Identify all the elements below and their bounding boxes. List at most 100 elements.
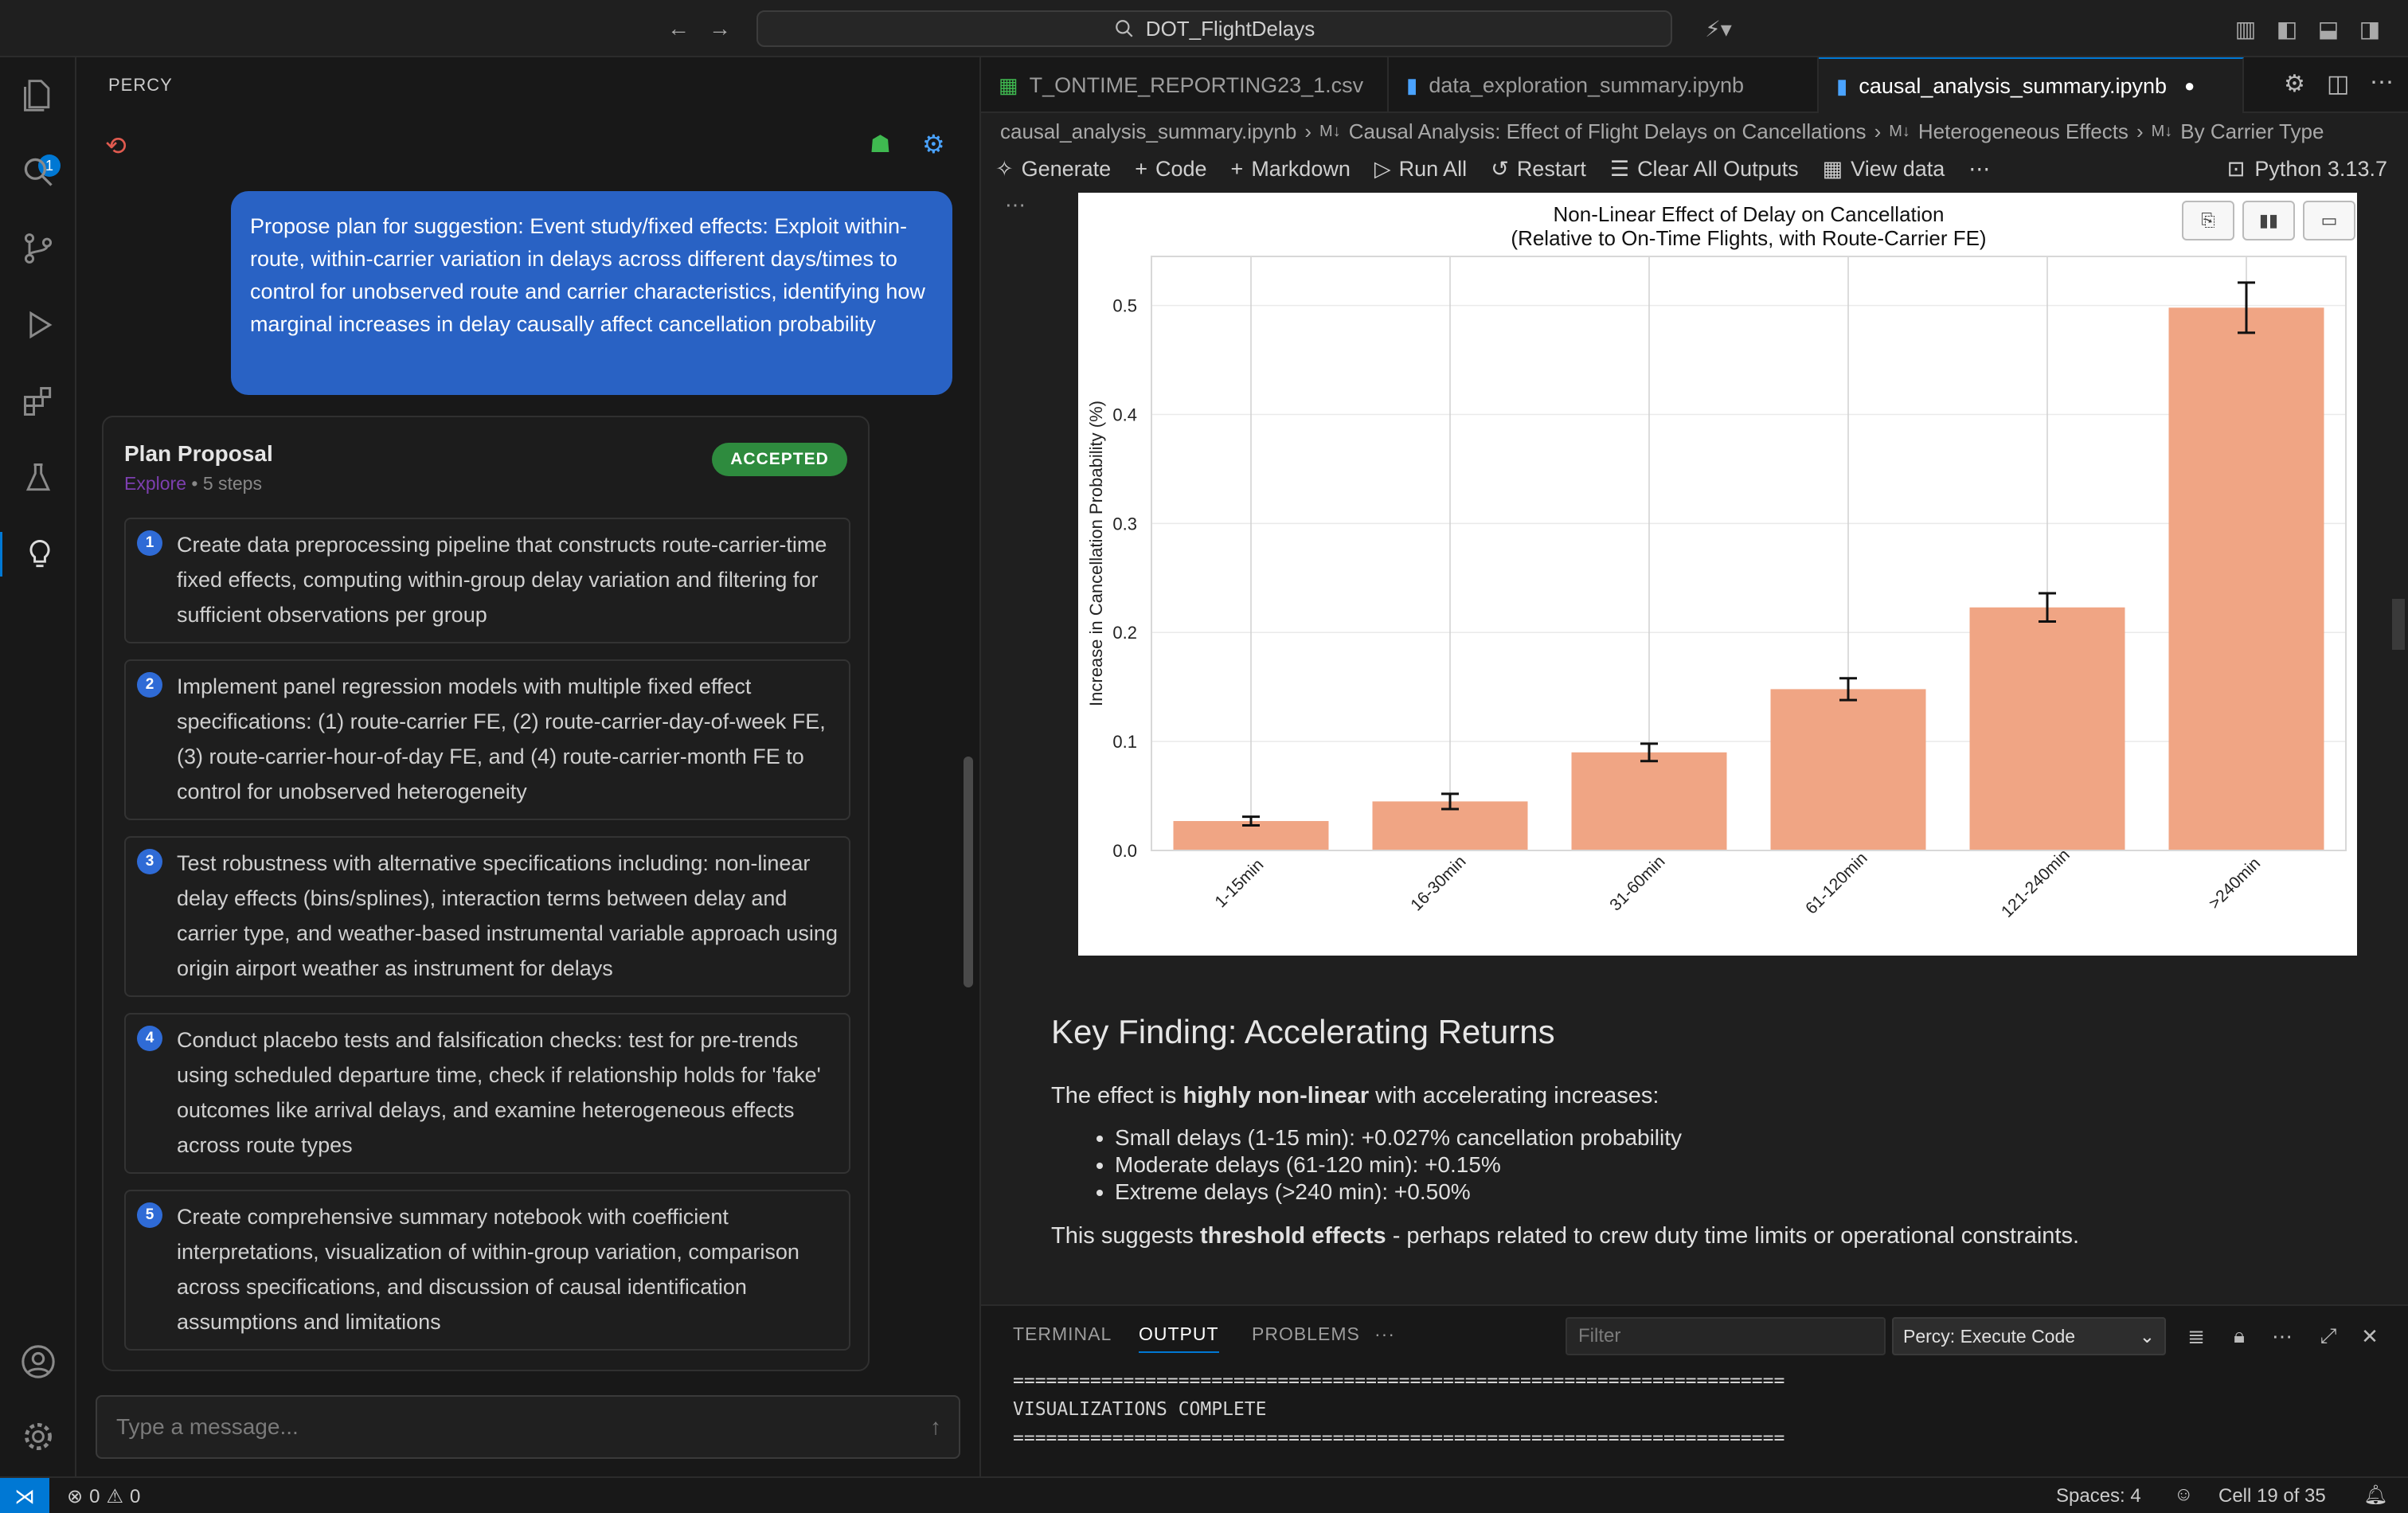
plan-title: Plan Proposal: [124, 441, 273, 466]
percy-panel: PERCY ⟲ ☗ ⚙ Propose plan for suggestion:…: [76, 57, 981, 1476]
finding-conclusion: This suggests threshold effects - perhap…: [1051, 1220, 2389, 1252]
list-item: Small delays (1-15 min): +0.027% cancell…: [1115, 1124, 2389, 1151]
output-channel-select[interactable]: Percy: Execute Code ⌄: [1892, 1317, 2166, 1355]
restart-label: Restart: [1516, 156, 1586, 181]
testing-flask-icon[interactable]: [16, 455, 61, 500]
message-input[interactable]: Type a message... ↑: [96, 1395, 960, 1459]
save-output-icon[interactable]: ▭: [2303, 201, 2355, 240]
play-icon: ▷: [1374, 156, 1391, 181]
toggle-secondary-sidebar-icon[interactable]: ◨: [2359, 16, 2381, 41]
generate-label: Generate: [1021, 156, 1112, 181]
tab-csv[interactable]: ▦ T_ONTIME_REPORTING23_1.csv: [981, 57, 1389, 113]
chat-scrollbar[interactable]: [964, 756, 973, 987]
breadcrumb-item[interactable]: Causal Analysis: Effect of Flight Delays…: [1348, 119, 1867, 143]
copy-output-icon[interactable]: ⎘: [2182, 201, 2234, 240]
settings-gear-icon[interactable]: ⚙: [2284, 71, 2305, 97]
bottom-panel: TERMINAL OUTPUT PROBLEMS ··· Filter Perc…: [981, 1304, 2408, 1476]
clear-outputs-button[interactable]: ☰ Clear All Outputs: [1610, 157, 1799, 182]
clear-output-icon[interactable]: ≣: [2187, 1323, 2205, 1348]
unsaved-dot-icon[interactable]: ●: [2184, 76, 2195, 96]
remote-indicator-icon[interactable]: ⋊: [0, 1478, 49, 1513]
cell-indicator[interactable]: Cell 19 of 35: [2218, 1485, 2326, 1507]
send-arrow-icon[interactable]: ↑: [930, 1414, 941, 1439]
status-bar: ⋊ ⊗ 0 ⚠ 0 Spaces: 4 ☺ Cell 19 of 35 🔔︎: [0, 1476, 2408, 1513]
refresh-icon[interactable]: ⟲: [105, 131, 127, 160]
panel-more-icon[interactable]: ···: [1374, 1323, 1395, 1344]
problems-indicator[interactable]: ⊗ 0 ⚠ 0: [67, 1485, 140, 1508]
finding-intro: The effect is highly non-linear with acc…: [1051, 1080, 2389, 1112]
source-control-icon[interactable]: [16, 226, 61, 271]
y-tick-label: 0.3: [1112, 514, 1137, 534]
add-code-button[interactable]: + Code: [1135, 157, 1206, 182]
cell-more-icon[interactable]: ⋯: [1005, 193, 1026, 217]
close-panel-icon[interactable]: ✕: [2361, 1323, 2379, 1348]
plus-icon: +: [1230, 156, 1244, 181]
percy-lightbulb-icon[interactable]: [0, 532, 76, 577]
copilot-icon[interactable]: ☺: [2174, 1484, 2194, 1505]
toggle-primary-sidebar-icon[interactable]: ◧: [2276, 16, 2298, 41]
chevron-right-icon: ›: [2136, 119, 2144, 143]
breadcrumb-item[interactable]: Heterogeneous Effects: [1917, 119, 2128, 143]
tab-label: causal_analysis_summary.ipynb: [1859, 73, 2167, 98]
settings-gear-icon[interactable]: ⚙: [922, 130, 945, 158]
customize-layout-icon[interactable]: ▥: [2234, 16, 2257, 41]
y-tick-label: 0.1: [1112, 732, 1137, 752]
editor-scrollbar[interactable]: [2392, 599, 2405, 650]
generate-button[interactable]: ✧ Generate: [995, 157, 1111, 182]
filter-placeholder: Filter: [1578, 1325, 1621, 1347]
intro-bold: highly non-linear: [1182, 1083, 1370, 1108]
search-icon: [1115, 20, 1133, 37]
extensions-icon[interactable]: [16, 379, 61, 424]
y-axis-label: Increase in Cancellation Probability (%): [1086, 401, 1106, 706]
notification-bell-icon[interactable]: 🔔︎: [2363, 1484, 2388, 1506]
plan-mode: Explore: [124, 473, 186, 494]
add-markdown-button[interactable]: + Markdown: [1231, 157, 1351, 182]
command-search-box[interactable]: DOT_FlightDelays: [756, 10, 1672, 47]
output-filter-input[interactable]: Filter: [1566, 1317, 1886, 1355]
intro-text-end: with accelerating increases:: [1369, 1083, 1659, 1108]
output-line: ========================================…: [1013, 1370, 1785, 1391]
breadcrumb-item[interactable]: causal_analysis_summary.ipynb: [1000, 119, 1297, 143]
run-debug-icon[interactable]: [16, 303, 61, 347]
breadcrumb-item[interactable]: By Carrier Type: [2180, 119, 2324, 143]
forward-arrow-icon[interactable]: →: [709, 16, 731, 41]
chart-view-icon[interactable]: ▮▮: [2242, 201, 2295, 240]
y-tick-label: 0.5: [1112, 296, 1137, 316]
account-icon[interactable]: [16, 1339, 61, 1384]
tab-output[interactable]: OUTPUT: [1139, 1323, 1219, 1353]
run-all-button[interactable]: ▷ Run All: [1374, 157, 1467, 182]
conclusion-text-end: - perhaps related to crew duty time limi…: [1386, 1223, 2080, 1249]
view-data-label: View data: [1851, 156, 1945, 181]
restart-button[interactable]: ↺ Restart: [1491, 157, 1586, 182]
settings-gear-icon[interactable]: [16, 1414, 61, 1459]
more-actions-icon[interactable]: ⋯: [2370, 69, 2394, 96]
kernel-label: Python 3.13.7: [2254, 156, 2387, 181]
tab-problems[interactable]: PROBLEMS: [1252, 1323, 1360, 1344]
more-actions-icon[interactable]: ⋯: [2272, 1323, 2293, 1348]
chevron-right-icon: ›: [1874, 119, 1882, 143]
table-icon: ▦: [999, 72, 1018, 97]
indentation-indicator[interactable]: Spaces: 4: [2056, 1485, 2141, 1507]
explorer-icon[interactable]: [16, 73, 61, 118]
view-data-button[interactable]: ▦ View data: [1823, 157, 1945, 182]
toggle-panel-icon[interactable]: ⬓: [2317, 16, 2340, 41]
chevron-down-icon: ⌄: [2139, 1325, 2155, 1347]
tab-causal-analysis[interactable]: ▮ causal_analysis_summary.ipynb ●: [1819, 57, 2244, 113]
x-tick-label: 16-30min: [1407, 852, 1469, 914]
split-editor-icon[interactable]: ◫: [2327, 71, 2350, 97]
tab-terminal[interactable]: TERMINAL: [1013, 1323, 1112, 1344]
markdown-icon: M↓: [1889, 122, 1910, 140]
search-icon[interactable]: [16, 150, 61, 194]
robot-icon[interactable]: ☗: [870, 131, 891, 158]
copilot-icon[interactable]: ⚡︎▾: [1705, 16, 1732, 41]
x-tick-label: 121-240min: [1998, 846, 2074, 921]
tab-data-exploration[interactable]: ▮ data_exploration_summary.ipynb: [1389, 57, 1819, 113]
toolbar-more-icon[interactable]: ⋯: [1968, 156, 1991, 181]
kernel-picker[interactable]: ⊡ Python 3.13.7: [2227, 148, 2387, 190]
y-tick-label: 0.2: [1112, 623, 1137, 643]
lock-scroll-icon[interactable]: 🔒︎: [2234, 1323, 2245, 1347]
maximize-panel-icon[interactable]: ⤢: [2320, 1323, 2337, 1347]
plan-step: 1 Create data preprocessing pipeline that…: [124, 518, 850, 643]
back-arrow-icon[interactable]: ←: [667, 16, 690, 41]
step-text: Create data preprocessing pipeline that …: [177, 533, 827, 627]
